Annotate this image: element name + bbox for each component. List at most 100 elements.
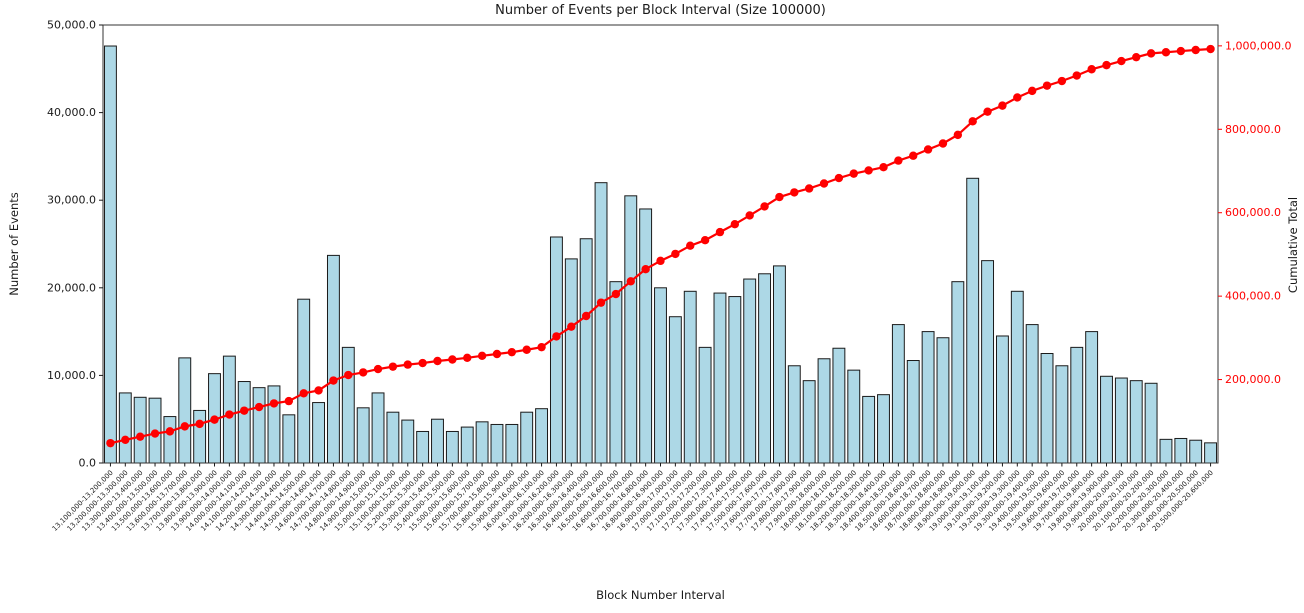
bar [579,238,593,464]
bar [862,395,876,464]
cumulative-point [106,438,115,448]
bar [1085,331,1099,464]
cumulative-point [165,427,175,436]
cumulative-point [700,236,710,245]
cumulative-point [150,429,160,438]
cumulative-point [1161,48,1171,57]
bar [877,394,890,464]
bar [178,357,192,464]
bar [594,182,608,464]
cumulative-point [968,117,977,126]
cumulative-point [344,370,353,380]
cumulative-point [403,360,412,369]
cumulative-point [730,219,740,229]
bar [505,423,519,464]
bar [445,430,459,464]
bar [743,278,757,464]
cumulative-point [284,396,294,406]
bar [772,265,786,464]
cumulative-point [715,227,725,237]
cumulative-point [1057,76,1067,86]
bar [1189,439,1203,464]
y-tick-label: 400,000.0 [1225,290,1281,303]
bar [564,258,578,464]
bar [698,346,712,464]
bar [728,296,742,464]
y-tick-label: 40,000.0 [47,106,96,119]
bar [668,316,682,464]
cumulative-point [463,353,472,362]
bar [1055,365,1069,464]
cumulative-point [507,347,517,357]
y-axis-left: 0.0 10,000.0 20,000.0 30,000.0 40,000.0 50,00… [47,19,103,470]
y-axis-label-right: Cumulative Total [1286,196,1300,294]
bar [460,426,474,464]
cumulative-point [240,406,249,415]
cumulative-point [938,139,948,148]
bar [490,423,504,464]
x-axis-label: Block Number Interval [596,588,725,602]
bar [951,281,965,464]
bar [326,254,340,464]
bar [1025,324,1039,464]
cumulative-point [909,151,918,160]
cumulative-point [492,349,502,359]
bar [401,419,415,464]
bar [817,358,831,464]
cumulative-point [641,265,650,274]
bar [1100,375,1113,464]
bar [416,430,430,464]
bar [193,409,207,464]
bar [995,335,1009,464]
cumulative-point [388,362,398,371]
cumulative-point [358,368,368,377]
cumulative-point [180,422,189,431]
cumulative-point [537,342,546,352]
cumulative-point [1146,49,1156,58]
cumulative-point [135,432,145,441]
bar [549,236,563,464]
bar [758,273,772,464]
cumulative-point [121,435,130,445]
cumulative-point [1117,56,1126,66]
cumulative-point [314,386,323,395]
cumulative-point [418,358,427,368]
cumulative-point [1087,65,1096,74]
cumulative-point [745,211,754,220]
cumulative-point [433,356,442,366]
cumulative-point [254,402,264,412]
cumulative-point [269,399,279,408]
bar [282,414,296,464]
bar [1040,353,1054,464]
y-tick-label: 20,000.0 [47,281,96,294]
y-tick-label: 200,000.0 [1225,373,1281,386]
bar [683,290,697,464]
bar [535,408,549,464]
bar [713,292,727,464]
cumulative-point [760,202,769,211]
bar [1159,438,1173,464]
bar [103,45,117,464]
bar [297,298,311,464]
bar [787,365,801,464]
cumulative-point [804,184,814,193]
bar [222,355,236,464]
cumulative-point [923,145,933,154]
y-tick-label: 1,000,000.0 [1225,39,1291,52]
cumulative-point [1132,52,1141,62]
bar [237,381,251,464]
bar [163,416,177,464]
bar [966,177,980,464]
bar [936,337,950,464]
bar [981,260,995,464]
bar [1070,346,1084,464]
cumulative-point [656,256,665,266]
bar [906,360,920,464]
bar [654,287,667,464]
bar [609,281,623,464]
y-tick-label: 10,000.0 [47,369,96,382]
cumulative-point [998,101,1007,110]
cumulative-point [1042,81,1052,90]
bar [921,331,935,464]
